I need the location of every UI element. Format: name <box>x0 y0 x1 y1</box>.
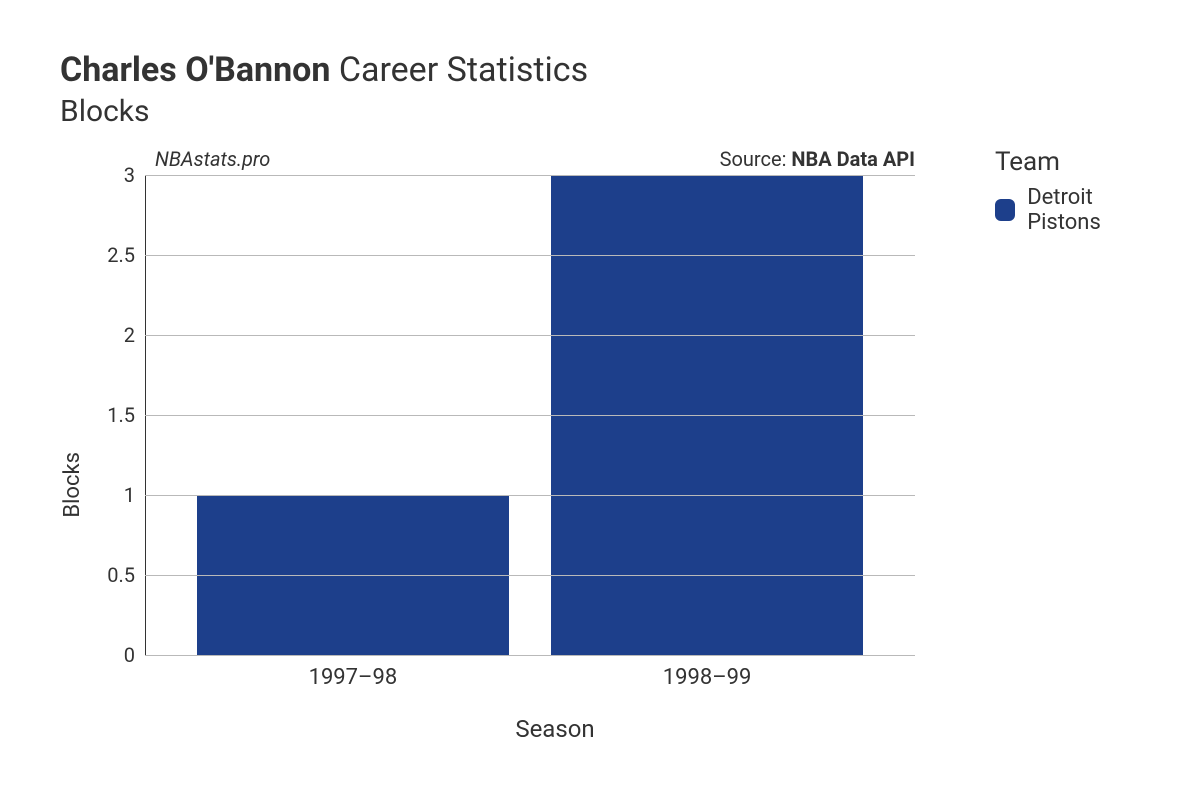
grid-line <box>145 415 915 416</box>
title-bold: Charles O'Bannon <box>60 50 330 90</box>
chart-row: Blocks NBAstats.pro Source: NBA Data API… <box>60 147 1160 743</box>
x-ticks: 1997–98 1998–99 <box>95 655 915 695</box>
annotation-row: NBAstats.pro Source: NBA Data API <box>95 147 915 175</box>
legend-title: Team <box>995 147 1160 177</box>
source-prefix: Source: <box>720 147 792 171</box>
legend: Team Detroit Pistons <box>995 147 1160 235</box>
grid-line <box>145 175 915 176</box>
y-tick-label: 1.5 <box>95 403 135 427</box>
plot-inner: 00.511.522.53 <box>145 175 915 655</box>
chart-container: Charles O'Bannon Career Statistics Block… <box>0 0 1200 800</box>
y-tick-label: 3 <box>95 163 135 187</box>
legend-items: Detroit Pistons <box>995 185 1160 235</box>
x-tick-label: 1998–99 <box>663 665 752 690</box>
plot-column: NBAstats.pro Source: NBA Data API 00.511… <box>95 147 965 743</box>
y-tick-label: 0.5 <box>95 563 135 587</box>
y-axis-title: Blocks <box>60 372 85 518</box>
grid-line <box>145 495 915 496</box>
y-tick-label: 1 <box>95 483 135 507</box>
legend-item: Detroit Pistons <box>995 185 1160 235</box>
grid-line <box>145 335 915 336</box>
grid-line <box>145 575 915 576</box>
legend-label: Detroit Pistons <box>1027 185 1160 235</box>
x-tick-label: 1997–98 <box>309 665 398 690</box>
source-bold: NBA Data API <box>791 147 915 171</box>
watermark-text: NBAstats.pro <box>155 147 270 171</box>
plot-area: 00.511.522.53 <box>95 175 915 655</box>
legend-swatch <box>995 199 1015 221</box>
chart-subtitle: Blocks <box>60 94 1160 129</box>
grid-line <box>145 255 915 256</box>
y-tick-label: 2 <box>95 323 135 347</box>
chart-title: Charles O'Bannon Career Statistics <box>60 50 1160 90</box>
y-tick-label: 2.5 <box>95 243 135 267</box>
source-text: Source: NBA Data API <box>720 147 915 171</box>
x-axis-title: Season <box>145 715 965 743</box>
title-rest: Career Statistics <box>330 50 588 90</box>
title-block: Charles O'Bannon Career Statistics Block… <box>60 50 1160 129</box>
